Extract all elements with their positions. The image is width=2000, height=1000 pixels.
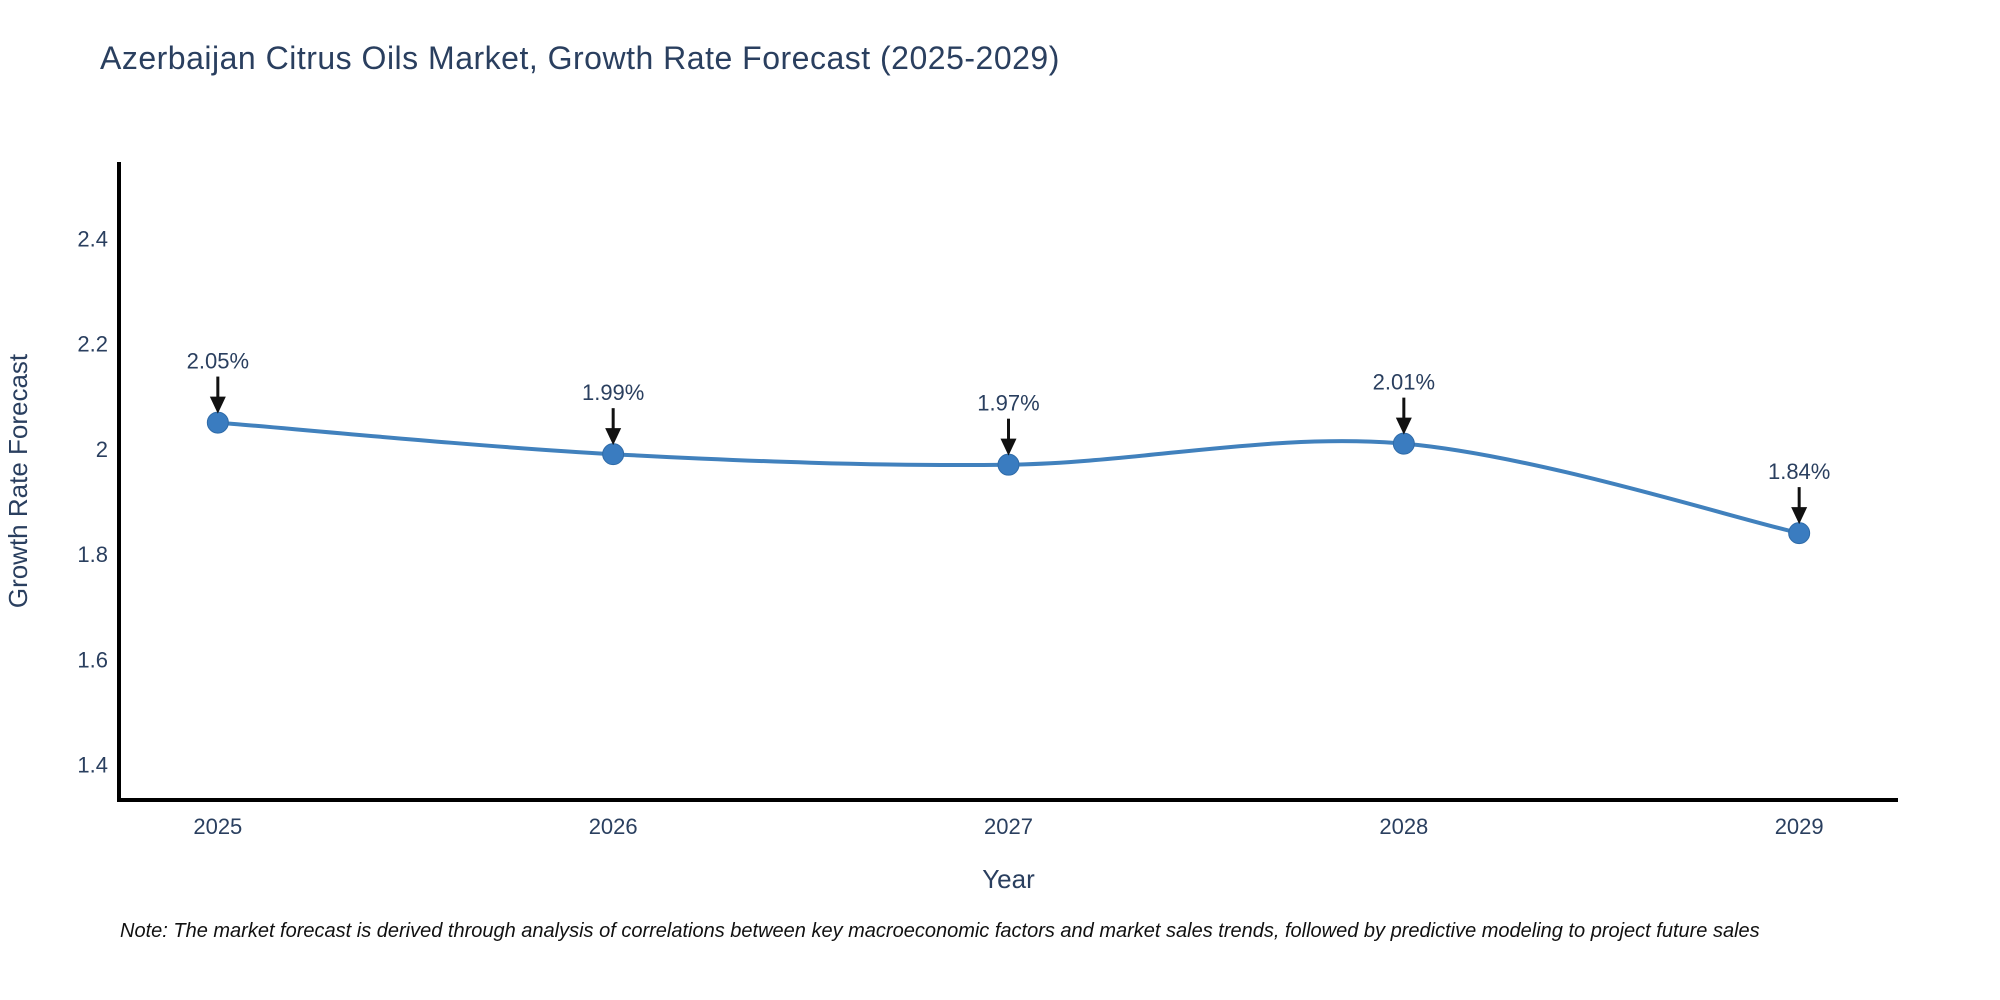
annotation-arrowhead	[1000, 438, 1017, 456]
annotation-arrowhead	[209, 396, 226, 414]
point-value-label: 2.01%	[1373, 370, 1435, 395]
data-point[interactable]	[997, 453, 1020, 476]
y-axis-title: Growth Rate Forecast	[3, 353, 33, 608]
data-point[interactable]	[206, 411, 229, 434]
page-title: Azerbaijan Citrus Oils Market, Growth Ra…	[100, 40, 1060, 76]
point-value-label: 2.05%	[187, 349, 249, 374]
x-axis-title: Year	[982, 864, 1035, 894]
x-tick-label: 2026	[589, 814, 638, 839]
data-point[interactable]	[602, 443, 625, 466]
x-tick-label: 2028	[1379, 814, 1428, 839]
y-tick-label: 1.6	[77, 647, 108, 672]
x-tick-label: 2025	[193, 814, 242, 839]
line-chart-canvas: 1.4 1.6 1.8 2 2.2 2.4 2025 2026 2027 2028 2029 Grow…	[3, 162, 1898, 894]
y-tick-label: 1.4	[77, 753, 108, 778]
annotation-arrowhead	[1395, 417, 1412, 435]
y-tick-label: 2.2	[77, 332, 108, 357]
data-point[interactable]	[1788, 522, 1811, 545]
point-value-label: 1.99%	[582, 380, 644, 405]
point-value-label: 1.97%	[977, 391, 1039, 416]
y-tick-label: 1.8	[77, 542, 108, 567]
x-tick-label: 2029	[1775, 814, 1824, 839]
x-tick-label: 2027	[984, 814, 1033, 839]
point-value-label: 1.84%	[1768, 459, 1830, 484]
data-point[interactable]	[1392, 432, 1415, 455]
footnote: Note: The market forecast is derived thr…	[120, 920, 1760, 942]
y-tick-label: 2	[96, 437, 108, 462]
annotation-arrowhead	[1791, 507, 1808, 525]
y-tick-label: 2.4	[77, 226, 108, 251]
annotation-arrowhead	[605, 428, 622, 446]
